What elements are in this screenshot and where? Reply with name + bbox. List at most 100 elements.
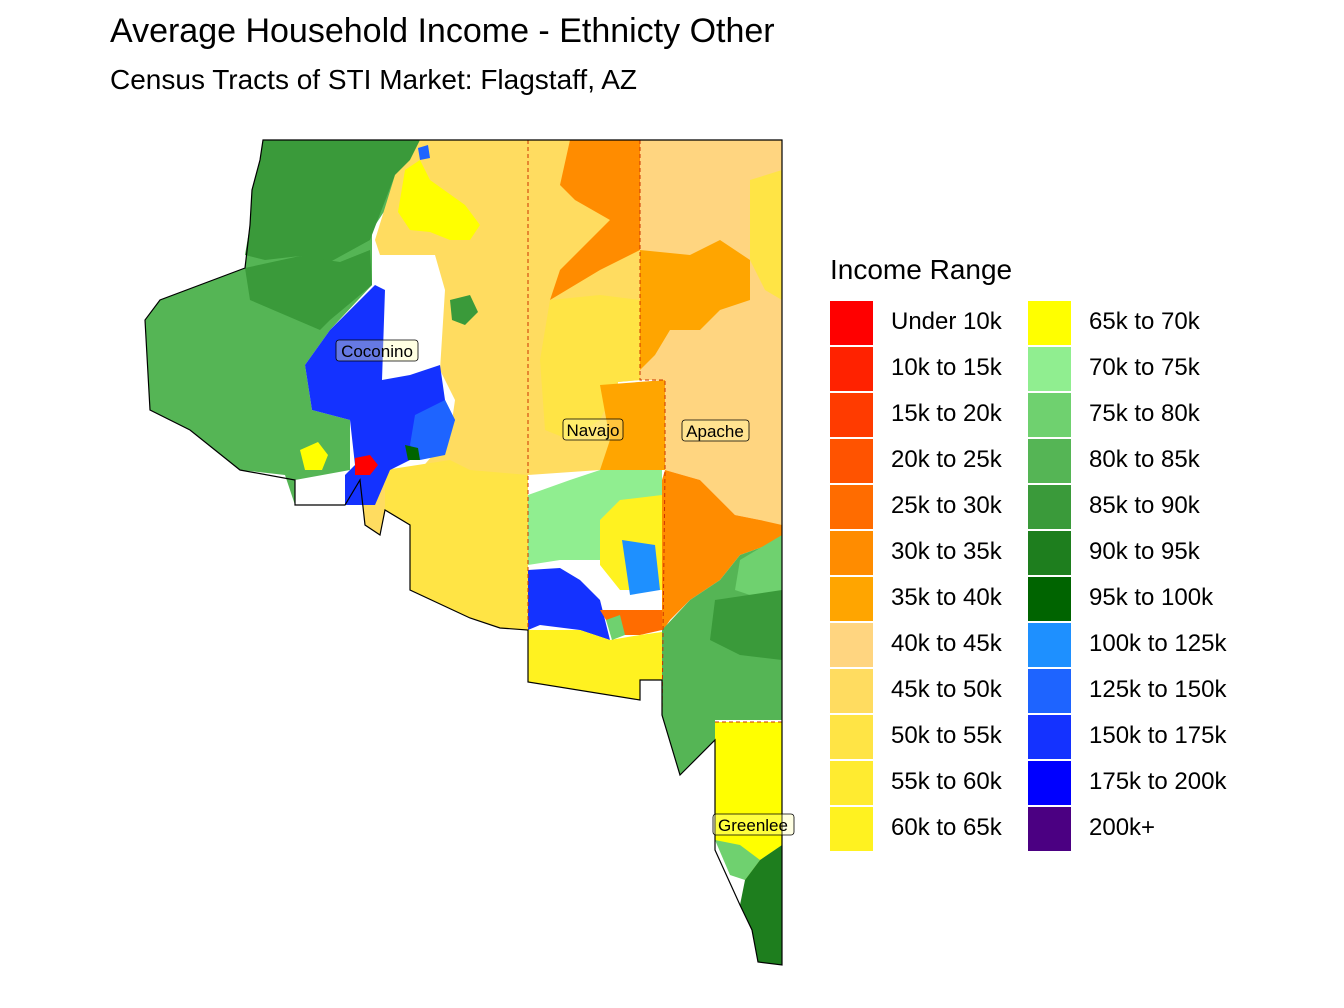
legend-swatch bbox=[830, 577, 873, 621]
legend-item: 90k to 95k bbox=[1028, 530, 1228, 576]
legend-item: 150k to 175k bbox=[1028, 714, 1228, 760]
legend-label: 125k to 150k bbox=[1089, 676, 1227, 703]
legend-item: 25k to 30k bbox=[830, 484, 1030, 530]
county-label-navajo: Navajo bbox=[562, 418, 624, 441]
legend-label: 30k to 35k bbox=[891, 538, 1002, 565]
legend-label: 100k to 125k bbox=[1089, 630, 1227, 657]
tract-greenlee-darkgreen bbox=[740, 845, 782, 965]
legend-swatch bbox=[830, 301, 873, 345]
legend-swatch bbox=[830, 761, 873, 805]
legend-item: 15k to 20k bbox=[830, 392, 1030, 438]
tract-flagstaff-darkgreen bbox=[405, 445, 420, 460]
tract-apache-orange-north bbox=[640, 240, 750, 370]
legend-label: 70k to 75k bbox=[1089, 354, 1200, 381]
tract-coconino-yellow-spot bbox=[300, 442, 328, 470]
legend-item: 55k to 60k bbox=[830, 760, 1030, 806]
tract-apache-yellow-east bbox=[750, 170, 782, 300]
tract-flagstaff-mid-blue bbox=[410, 400, 455, 460]
legend-label: 20k to 25k bbox=[891, 446, 1002, 473]
legend: Under 10k 10k to 15k 15k to 20k 20k to 25k 2… bbox=[830, 300, 1270, 852]
legend-swatch bbox=[1028, 669, 1071, 713]
tract-flagstaff-red bbox=[355, 455, 378, 475]
legend-label: 95k to 100k bbox=[1089, 584, 1214, 611]
tract-navajo-mint bbox=[606, 615, 625, 640]
legend-swatch bbox=[1028, 531, 1071, 575]
legend-swatch bbox=[830, 623, 873, 667]
legend-label: 65k to 70k bbox=[1089, 308, 1200, 335]
legend-item: 70k to 75k bbox=[1028, 346, 1228, 392]
legend-swatch bbox=[830, 715, 873, 759]
tract-navajo-yellow-center bbox=[540, 295, 640, 440]
legend-label: 80k to 85k bbox=[1089, 446, 1200, 473]
legend-item: 65k to 70k bbox=[1028, 300, 1228, 346]
tract-apache-lightgreen bbox=[735, 535, 782, 600]
legend-item: 35k to 40k bbox=[830, 576, 1030, 622]
legend-label: Under 10k bbox=[891, 308, 1002, 335]
county-label-apache: Apache bbox=[681, 419, 750, 442]
legend-item: Under 10k bbox=[830, 300, 1030, 346]
legend-swatch bbox=[830, 439, 873, 483]
legend-swatch bbox=[1028, 807, 1071, 851]
legend-label: 150k to 175k bbox=[1089, 722, 1227, 749]
legend-label: 75k to 80k bbox=[1089, 400, 1200, 427]
legend-label: 35k to 40k bbox=[891, 584, 1002, 611]
tract-coconino-yellow-north bbox=[398, 160, 480, 240]
legend-item: 60k to 65k bbox=[830, 806, 1030, 852]
legend-item: 50k to 55k bbox=[830, 714, 1030, 760]
legend-swatch bbox=[1028, 485, 1071, 529]
legend-title: Income Range bbox=[830, 254, 1013, 285]
legend-label: 200k+ bbox=[1089, 814, 1156, 841]
tract-greenlee-yellow bbox=[715, 722, 782, 880]
legend-label: 55k to 60k bbox=[891, 768, 1002, 795]
legend-swatch bbox=[1028, 577, 1071, 621]
tract-coconino-north-blue bbox=[418, 145, 430, 160]
svg-text:Apache: Apache bbox=[686, 422, 744, 441]
legend-item: 80k to 85k bbox=[1028, 438, 1228, 484]
legend-label: 45k to 50k bbox=[891, 676, 1002, 703]
county-label-greenlee: Greenlee bbox=[712, 813, 795, 836]
legend-item: 175k to 200k bbox=[1028, 760, 1228, 806]
legend-label: 85k to 90k bbox=[1089, 492, 1200, 519]
legend-swatch bbox=[830, 807, 873, 851]
legend-swatch bbox=[1028, 761, 1071, 805]
tract-navajo-south bbox=[528, 630, 662, 700]
tract-navajo-blue bbox=[622, 540, 660, 595]
legend-item: 45k to 50k bbox=[830, 668, 1030, 714]
chart-subtitle: Census Tracts of STI Market: Flagstaff, … bbox=[110, 64, 637, 95]
legend-item: 85k to 90k bbox=[1028, 484, 1228, 530]
tract-coconino-light-south bbox=[385, 460, 528, 630]
svg-text:Navajo: Navajo bbox=[567, 421, 620, 440]
tract-navajo-orange-mid bbox=[600, 380, 665, 470]
tract-navajo-orange bbox=[550, 140, 640, 300]
legend-item: 30k to 35k bbox=[830, 530, 1030, 576]
legend-label: 10k to 15k bbox=[891, 354, 1002, 381]
legend-item: 20k to 25k bbox=[830, 438, 1030, 484]
legend-swatch bbox=[830, 393, 873, 437]
tract-apache-darkgreen bbox=[710, 590, 782, 660]
legend-label: 90k to 95k bbox=[1089, 538, 1200, 565]
chart-title: Average Household Income - Ethnicty Othe… bbox=[110, 12, 775, 50]
legend-item: 95k to 100k bbox=[1028, 576, 1228, 622]
tract-coconino-green-spot bbox=[450, 295, 478, 325]
legend-label: 40k to 45k bbox=[891, 630, 1002, 657]
legend-label: 15k to 20k bbox=[891, 400, 1002, 427]
legend-swatch bbox=[1028, 393, 1071, 437]
legend-swatch bbox=[830, 485, 873, 529]
legend-item: 10k to 15k bbox=[830, 346, 1030, 392]
legend-label: 50k to 55k bbox=[891, 722, 1002, 749]
tract-apache-base bbox=[640, 140, 782, 530]
tract-coconino-north bbox=[245, 140, 420, 262]
legend-swatch bbox=[830, 669, 873, 713]
legend-item: 75k to 80k bbox=[1028, 392, 1228, 438]
legend-swatch bbox=[1028, 439, 1071, 483]
legend-label: 60k to 65k bbox=[891, 814, 1002, 841]
legend-swatch bbox=[830, 531, 873, 575]
svg-text:Coconino: Coconino bbox=[341, 342, 413, 361]
legend-swatch bbox=[1028, 347, 1071, 391]
legend-item: 200k+ bbox=[1028, 806, 1228, 852]
legend-item: 40k to 45k bbox=[830, 622, 1030, 668]
legend-label: 175k to 200k bbox=[1089, 768, 1227, 795]
county-label-coconino: Coconino bbox=[335, 339, 419, 362]
legend-item: 100k to 125k bbox=[1028, 622, 1228, 668]
